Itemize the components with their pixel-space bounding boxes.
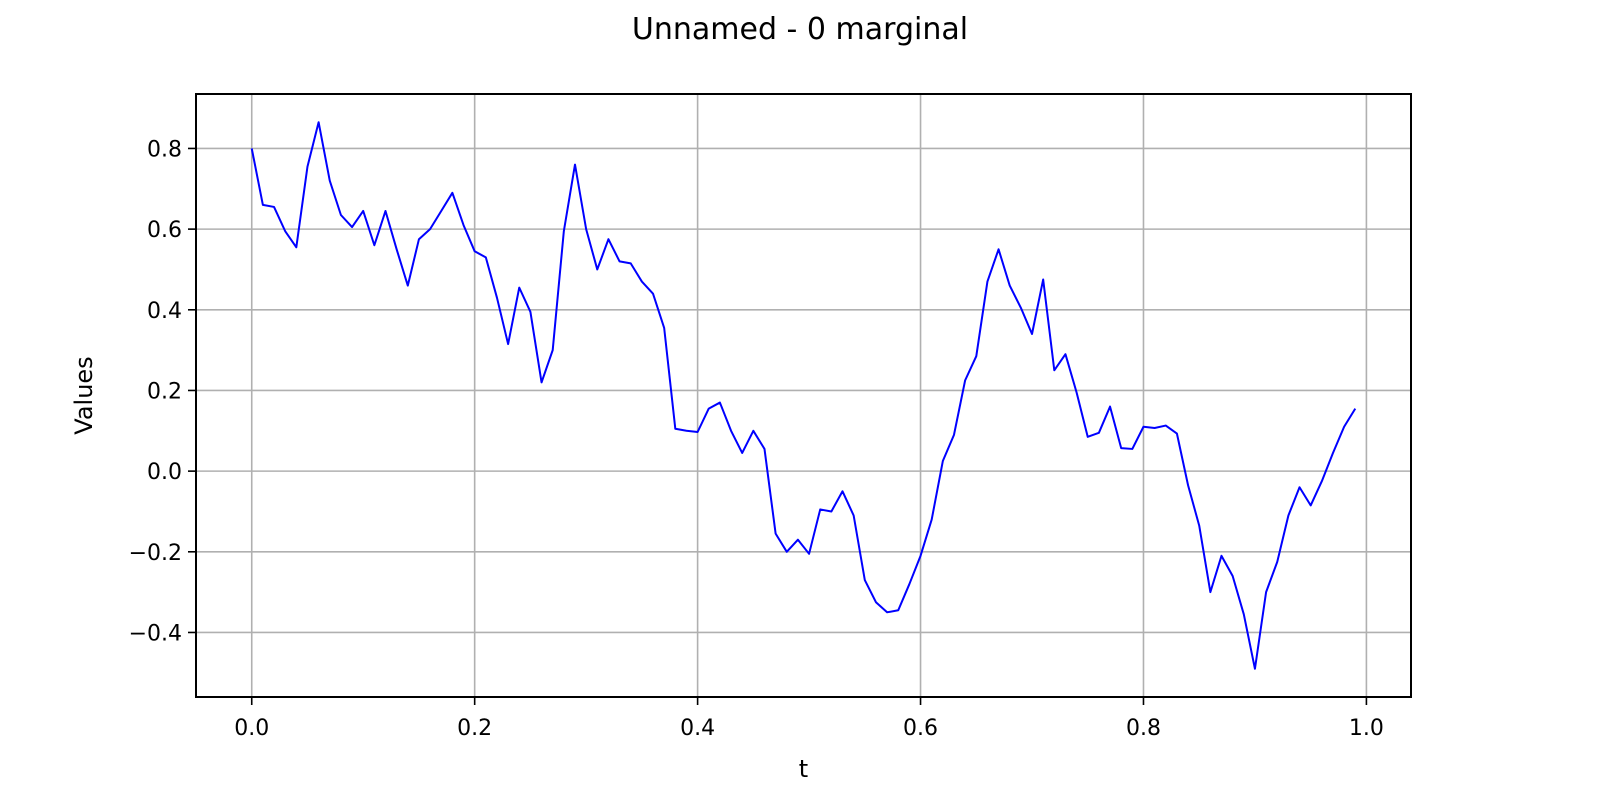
x-tick-label: 0.0 (234, 716, 269, 741)
x-axis-label: t (799, 755, 808, 783)
plot-frame (195, 93, 1412, 698)
y-tick-label: 0.2 (147, 379, 182, 404)
y-axis-label: Values (70, 356, 98, 434)
y-tick-label: 0.8 (147, 137, 182, 162)
y-tick-label: −0.2 (129, 541, 182, 566)
series-layer (250, 121, 1357, 670)
y-tick-label: −0.4 (129, 621, 182, 646)
x-tick-label: 0.4 (680, 716, 715, 741)
series-line (250, 121, 1357, 670)
chart-title: Unnamed - 0 marginal (631, 12, 969, 47)
x-tick-label: 0.6 (903, 716, 938, 741)
y-tick-label: 0.4 (147, 299, 182, 324)
y-axis: −0.4 −0.2 0.0 0.2 0.4 0.6 0.8 (129, 137, 196, 646)
x-tick-label: 0.2 (457, 716, 492, 741)
y-tick-label: 0.0 (147, 460, 182, 485)
x-tick-label: 1.0 (1349, 716, 1384, 741)
x-axis: 0.0 0.2 0.4 0.6 0.8 1.0 (234, 697, 1384, 741)
x-tick-label: 0.8 (1126, 716, 1161, 741)
y-tick-label: 0.6 (147, 218, 182, 243)
grid (196, 94, 1411, 697)
